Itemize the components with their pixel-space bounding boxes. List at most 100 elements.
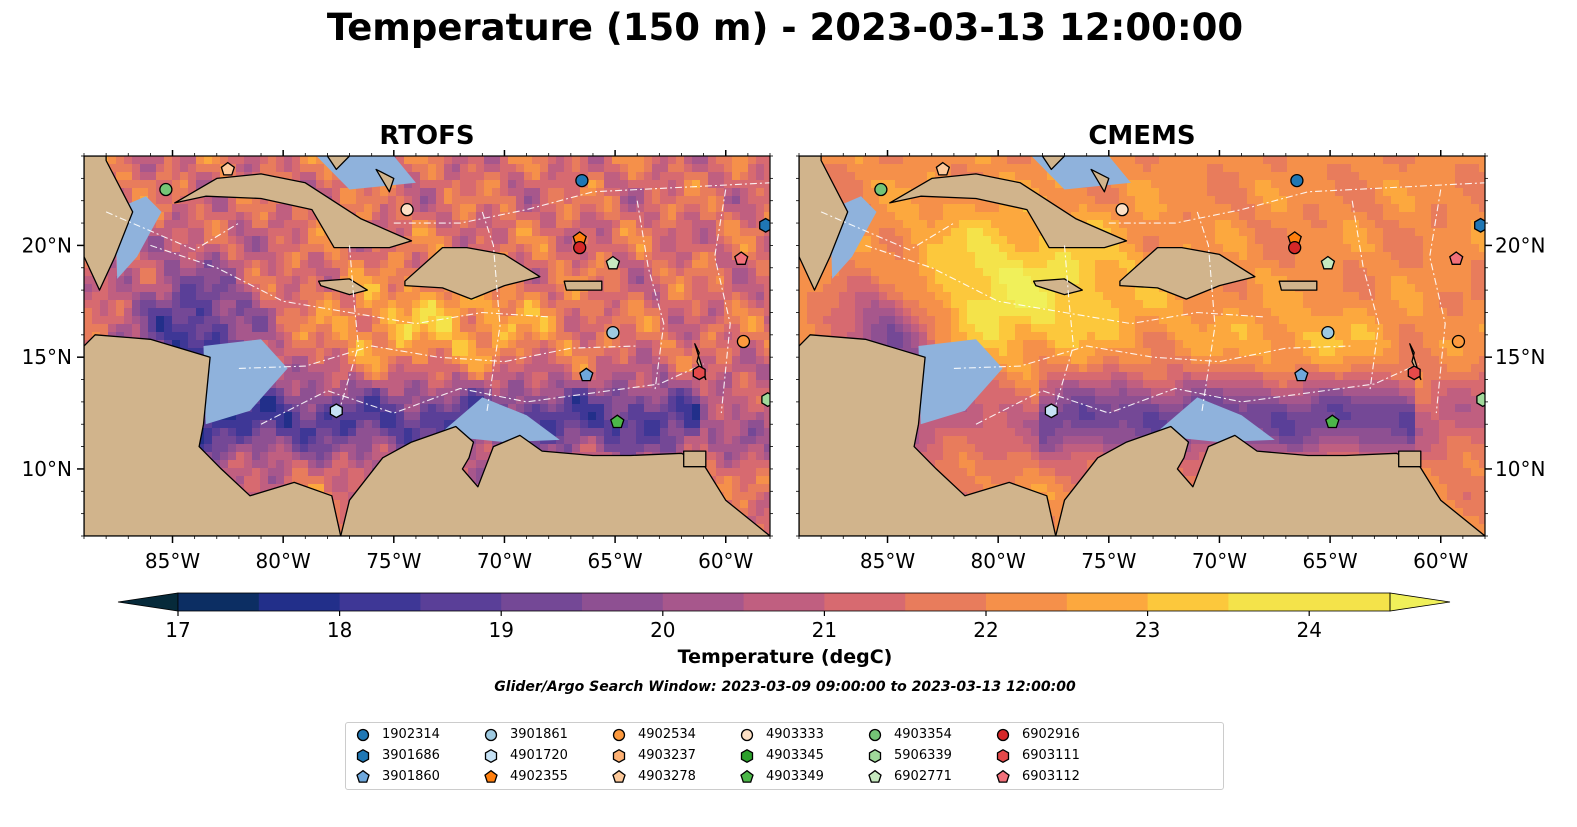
float-marker-4903333 [1115, 202, 1129, 217]
lat-tick-label: 20°N [1495, 233, 1545, 257]
shelf-area [1153, 397, 1275, 443]
eez-boundary-line [150, 244, 549, 325]
legend-label: 4903345 [766, 748, 824, 763]
float-marker-3901860 [579, 367, 594, 382]
eez-boundary-line [105, 211, 240, 251]
circle-marker-icon [356, 728, 370, 742]
land-mass [1032, 278, 1083, 296]
eez-boundary-line [393, 182, 770, 224]
legend-marker [996, 748, 1010, 764]
float-marker-3901686 [1474, 217, 1485, 233]
colorbar: 17 18 19 20 21 22 23 24 [117, 592, 1451, 642]
eez-boundary-line [1196, 211, 1216, 414]
eez-boundary-line [1351, 200, 1380, 391]
land-mass [1090, 168, 1110, 193]
rtofs-eez-boundaries [105, 182, 770, 425]
cmems-float-markers [874, 161, 1485, 429]
float-marker-6902916 [1288, 240, 1302, 255]
rtofs-map-panel: 85°W 80°W 75°W 70°W 65°W 60°W 20°N 15°N 10°N [22, 150, 773, 573]
float-marker-5906339 [1476, 392, 1485, 408]
colorbar-label: Temperature (degC) [677, 646, 893, 668]
eez-boundary-line [481, 211, 501, 414]
lon-tick-label: 85°W [860, 549, 915, 573]
legend-marker [868, 769, 882, 783]
float-marker-6903111 [692, 365, 706, 381]
legend-marker [996, 728, 1010, 742]
lat-tick-label: 20°N [22, 233, 72, 257]
eez-boundary-line [975, 363, 1419, 425]
land-mass [404, 246, 541, 300]
legend-marker [996, 769, 1010, 783]
legend-marker [612, 748, 626, 764]
land-mass [174, 173, 413, 249]
float-marker-4903349 [1325, 414, 1340, 429]
legend-item-4903278: 4903278 [610, 767, 696, 787]
float-marker-4903354 [159, 182, 173, 197]
circle-marker-icon [484, 728, 498, 742]
colorbar-tick-label: 18 [327, 618, 352, 642]
colorbar-swatch [501, 593, 583, 611]
float-marker-4902534 [1451, 334, 1466, 349]
legend-marker [868, 748, 882, 764]
legend-label: 6903111 [1022, 748, 1080, 763]
colorbar-swatch [1066, 593, 1149, 611]
legend-label: 4902534 [638, 727, 696, 742]
colorbar-tick-label: 17 [165, 618, 190, 642]
legend-marker [740, 769, 754, 783]
lon-tick-label: 70°W [1192, 549, 1247, 573]
legend-marker [356, 728, 370, 742]
legend-label: 4903278 [638, 769, 696, 784]
float-marker-3901860 [1294, 367, 1309, 382]
legend-label: 3901686 [382, 748, 440, 763]
legend-item-3901861: 3901861 [482, 725, 568, 745]
legend-label: 5906339 [894, 748, 952, 763]
float-marker-4903278 [935, 161, 951, 176]
colorbar-swatch [258, 593, 341, 611]
legend-item-3901686: 3901686 [354, 746, 440, 766]
hexagon-marker-icon [868, 748, 882, 764]
shelf-area [918, 339, 1003, 425]
colorbar-extend-max [1389, 592, 1451, 612]
lat-tick-label: 15°N [1495, 345, 1545, 369]
float-marker-5906339 [761, 392, 770, 408]
float-marker-6903111 [1407, 365, 1421, 381]
float-marker-3901861 [606, 325, 620, 340]
float-marker-6903112 [734, 251, 749, 265]
eez-boundary-line [714, 189, 731, 414]
legend-item-4903354: 4903354 [866, 725, 952, 745]
land-mass [799, 334, 1057, 536]
eez-boundary-line [1429, 189, 1446, 414]
hexagon-marker-icon [612, 748, 626, 764]
legend-label: 4901720 [510, 748, 568, 763]
colorbar-tick-label: 23 [1135, 618, 1160, 642]
eez-boundary-line [636, 200, 665, 391]
hexagon-marker-icon [356, 748, 370, 764]
legend-item-4902534: 4902534 [610, 725, 696, 745]
float-marker-1902314 [575, 173, 589, 188]
lon-tick-label: 85°W [145, 549, 200, 573]
pentagon-marker-icon [740, 769, 754, 783]
land-mass [84, 156, 134, 291]
legend-marker [484, 728, 498, 742]
rtofs-land-shelf [84, 156, 770, 536]
lon-tick-label: 75°W [366, 549, 421, 573]
legend-marker [484, 748, 498, 764]
float-marker-3901861 [1321, 325, 1335, 340]
legend-marker [740, 728, 754, 742]
colorbar-swatch [662, 593, 745, 611]
cmems-axis-ticks: 85°W 80°W 75°W 70°W 65°W 60°W 20°N 15°N 10°N [796, 150, 1545, 573]
pentagon-marker-icon [612, 769, 626, 783]
colorbar-tick-label: 24 [1296, 618, 1321, 642]
colorbar-swatch [582, 593, 664, 611]
eez-boundary-line [1052, 245, 1074, 414]
land-mass [326, 156, 351, 171]
legend-label: 4903333 [766, 727, 824, 742]
colorbar-swatch [1228, 593, 1310, 611]
rtofs-map-frame [83, 155, 771, 537]
colorbar-tick-label: 20 [650, 618, 675, 642]
eez-boundary-line [820, 211, 955, 251]
land-mass [683, 450, 707, 468]
legend-item-4902355: 4902355 [482, 767, 568, 787]
float-marker-4903333 [400, 202, 414, 217]
lat-tick-label: 10°N [1495, 457, 1545, 481]
